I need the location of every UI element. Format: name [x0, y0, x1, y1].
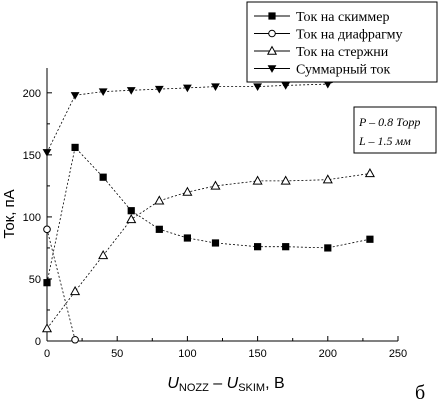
legend-item: Ток на скиммер — [254, 10, 389, 25]
y-tick-label: 200 — [23, 88, 41, 100]
series-3-line — [46, 173, 370, 329]
legend-label: Ток на диафрагму — [296, 28, 403, 43]
x-tick-label: 0 — [44, 348, 50, 360]
series-1-point — [211, 239, 220, 247]
y-tick-label: 150 — [23, 150, 41, 162]
series-1-point — [282, 243, 290, 251]
series-1-point — [127, 207, 135, 215]
annotation-box: P – 0.8 Торр L – 1.5 мм — [353, 106, 437, 154]
series-1-point — [71, 143, 79, 152]
series-3-point — [182, 186, 193, 196]
series-2 — [43, 225, 79, 344]
series-3-point — [98, 249, 109, 260]
legend-label: Суммарный ток — [296, 63, 390, 78]
x-tick-label: 50 — [111, 348, 123, 360]
series-1-point — [99, 173, 107, 181]
series-1-point — [183, 234, 191, 242]
series-4-point — [98, 88, 108, 96]
x-tick-label: 250 — [389, 348, 407, 360]
x-axis-label: UNOZZ – USKIM, В — [167, 375, 284, 394]
legend: Ток на скиммер Ток на диафрагму Ток на сте… — [246, 1, 438, 83]
legend-label: Ток на скиммер — [296, 10, 389, 25]
series-3-point — [252, 175, 263, 185]
legend-item: Ток на стержни — [254, 45, 389, 60]
legend-swatch-marker — [267, 65, 277, 73]
legend-swatch-marker — [266, 45, 278, 55]
series-4-point — [42, 149, 52, 157]
series-3-point — [154, 195, 165, 205]
y-axis-label: Ток, пА — [1, 189, 18, 238]
series-4-point — [126, 87, 136, 95]
x-label-u1: U — [167, 375, 179, 392]
series-1-point — [43, 279, 51, 287]
series-4 — [42, 66, 375, 157]
x-tick-label: 150 — [248, 348, 266, 360]
x-label-unit: , В — [265, 375, 285, 392]
legend-swatch-marker — [268, 12, 276, 20]
x-tick-label: 100 — [178, 348, 196, 360]
x-label-sub1: NOZZ — [179, 382, 209, 394]
y-tick-label: 100 — [23, 212, 41, 224]
series-1-point — [254, 243, 262, 251]
series-1-point — [155, 225, 163, 233]
x-tick-label: 200 — [319, 348, 337, 360]
series-1 — [43, 143, 374, 287]
legend-item: Суммарный ток — [254, 63, 390, 78]
series-3 — [41, 168, 375, 333]
series-4-point — [70, 92, 80, 100]
series-4-point — [183, 84, 192, 93]
y-tick-label: 50 — [29, 274, 41, 286]
y-tick-label: 0 — [35, 336, 41, 348]
series-1-point — [366, 235, 374, 243]
annotation-line-1: P – 0.8 Торр — [358, 115, 420, 129]
series-3-point — [322, 174, 333, 184]
panel-label: б — [415, 382, 425, 404]
series-4-point — [154, 85, 164, 94]
series-3-point — [126, 213, 137, 224]
series-2-point — [43, 225, 51, 234]
series-4-point — [211, 83, 220, 92]
series-3-point — [280, 175, 291, 185]
x-label-u2: U — [227, 375, 239, 392]
series-1-line — [46, 146, 370, 283]
series-4-point — [323, 80, 333, 89]
series-3-point — [210, 180, 221, 190]
series-4-point — [281, 82, 291, 90]
x-label-sub2: SKIM — [238, 382, 265, 394]
annotation-line-2: L – 1.5 мм — [358, 134, 411, 148]
series-4-point — [253, 83, 262, 92]
axes: 0 50 100 150 200 250 0 50 100 150 200 — [23, 68, 407, 360]
series-1-point — [324, 244, 332, 252]
legend-swatch-marker — [268, 29, 276, 38]
legend-item: Ток на диафрагму — [254, 28, 403, 43]
series-3-point — [364, 168, 375, 178]
series-layer — [41, 66, 375, 344]
legend-label: Ток на стержни — [296, 45, 389, 60]
series-2-point — [71, 335, 79, 344]
series-3-point — [70, 285, 81, 296]
series-2-line — [46, 229, 76, 340]
x-label-dash: – — [209, 375, 227, 392]
series-3-point — [41, 323, 53, 333]
